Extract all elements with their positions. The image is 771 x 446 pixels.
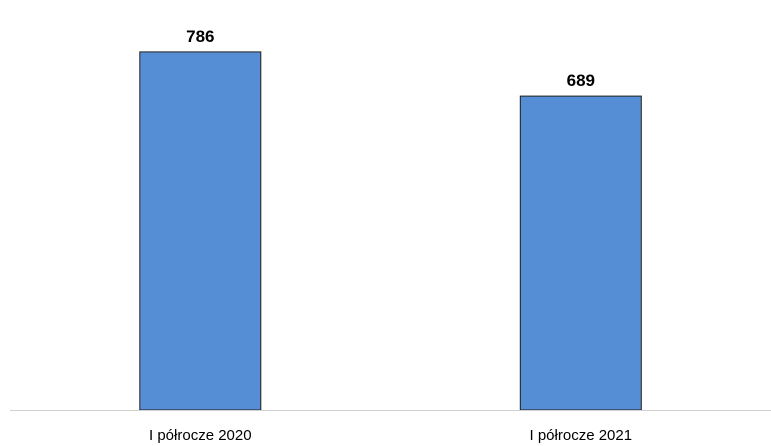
data-labels-group: 786 689 bbox=[186, 27, 595, 90]
x-tick-label-2: I półrocze 2021 bbox=[530, 427, 633, 444]
data-label-1: 786 bbox=[186, 27, 214, 46]
data-label-2: 689 bbox=[567, 71, 595, 90]
x-tick-label-1: I półrocze 2020 bbox=[149, 427, 252, 444]
bar-1 bbox=[139, 51, 262, 411]
bars-group bbox=[139, 51, 642, 411]
bar-2 bbox=[519, 95, 642, 411]
x-tick-labels-group: I półrocze 2020 I półrocze 2021 bbox=[149, 427, 632, 444]
